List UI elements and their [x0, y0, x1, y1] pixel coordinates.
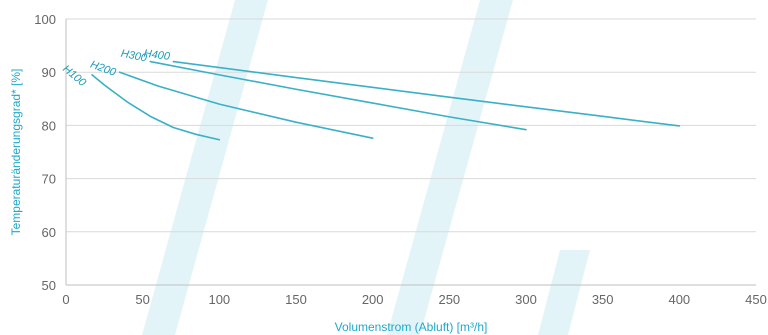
x-tick-labels: 0 50 100 150 200 250 300 350 400 450 [62, 292, 766, 307]
x-tick-label: 450 [745, 292, 767, 307]
x-tick-label: 400 [668, 292, 690, 307]
x-tick-label: 350 [592, 292, 614, 307]
y-tick-label: 50 [42, 278, 56, 293]
x-tick-label: 100 [208, 292, 230, 307]
watermark-band [387, 0, 513, 335]
series-label-h300: H300 [120, 48, 149, 65]
series-lines [91, 60, 681, 141]
series-line-h200 [118, 71, 374, 139]
x-tick-label: 150 [285, 292, 307, 307]
x-tick-label: 300 [515, 292, 537, 307]
watermark-shape [142, 0, 590, 335]
y-tick-label: 90 [42, 65, 56, 80]
y-tick-label: 70 [42, 172, 56, 187]
watermark-band [538, 250, 590, 335]
series-line-h100 [91, 74, 221, 141]
y-tick-labels: 50 60 70 80 90 100 [34, 12, 56, 293]
grid-lines [66, 18, 756, 233]
x-tick-label: 0 [62, 292, 69, 307]
y-axis-title: Temperaturänderungsgrad* [%] [9, 69, 23, 236]
x-tick-label: 50 [135, 292, 149, 307]
x-axis-title: Volumenstrom (Abluft) [m³/h] [335, 320, 488, 334]
x-tick-label: 250 [438, 292, 460, 307]
series-label-h400: H400 [143, 48, 171, 63]
y-tick-label: 80 [42, 118, 56, 133]
series-line-h300 [149, 60, 527, 131]
y-tick-label: 100 [34, 12, 56, 27]
y-tick-label: 60 [42, 225, 56, 240]
axes [65, 19, 756, 286]
watermark-band [142, 0, 268, 335]
x-tick-label: 200 [362, 292, 384, 307]
series-label-h100: H100 [60, 63, 89, 90]
series-line-h400 [172, 60, 681, 127]
